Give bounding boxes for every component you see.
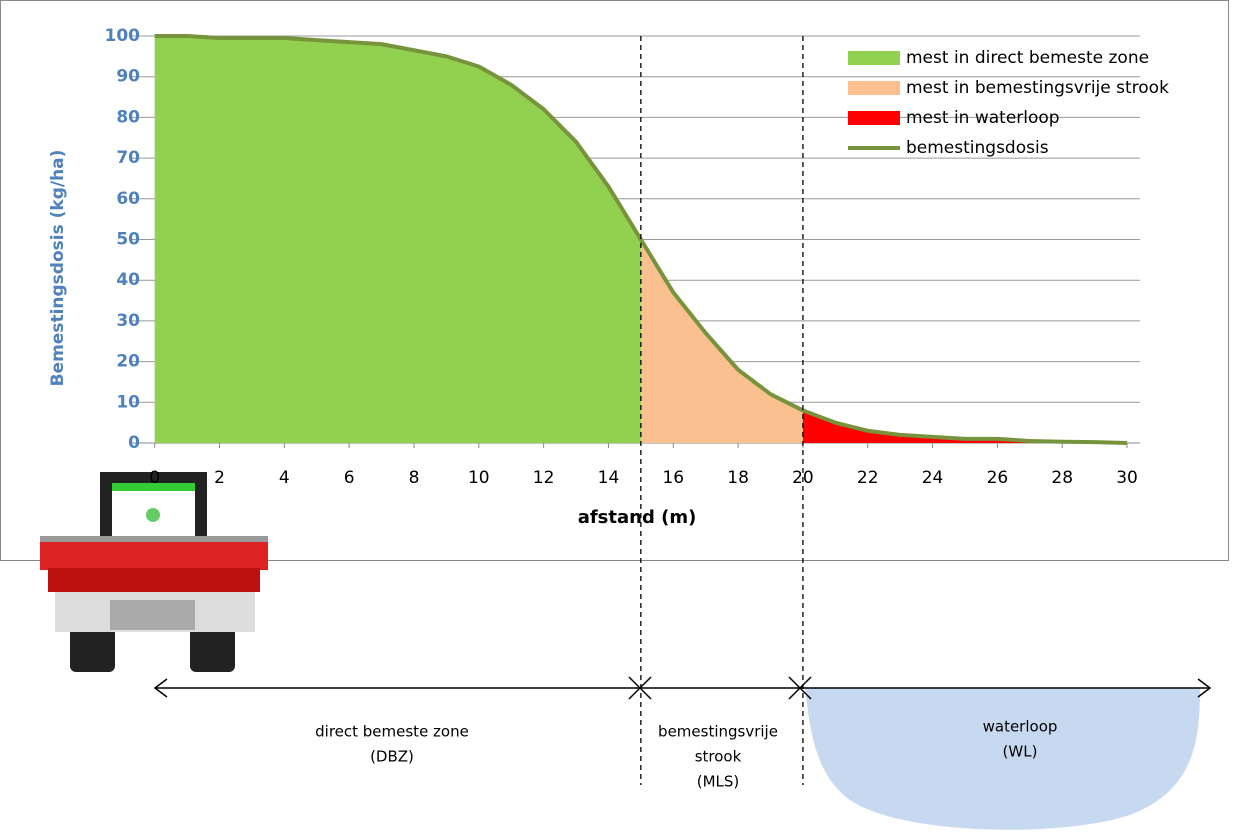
zone-label: (MLS) [697, 773, 740, 791]
x-tick-label: 8 [409, 468, 420, 488]
y-axis-title: Bemestingsdosis (kg/ha) [48, 150, 68, 387]
y-tick-label: 70 [116, 148, 140, 168]
page: Bemestingsdosis (kg/ha) afstand (m) 0 10 2… [0, 0, 1233, 833]
x-tick-label: 14 [598, 468, 620, 488]
x-tick-label: 30 [1116, 468, 1138, 488]
x-tick-label: 12 [533, 468, 555, 488]
y-tick-label: 80 [116, 107, 140, 127]
legend-swatch [848, 111, 900, 125]
y-tick-label: 60 [116, 189, 140, 209]
x-tick-label: 16 [662, 468, 684, 488]
legend-label: mest in bemestingsvrije strook [906, 78, 1169, 98]
legend-swatch [848, 81, 900, 95]
x-tick-label: 26 [987, 468, 1009, 488]
x-tick-label: 0 [149, 468, 160, 488]
x-tick-label: 6 [344, 468, 355, 488]
y-tick-label: 50 [116, 230, 140, 250]
zone-label: direct bemeste zone [315, 723, 469, 741]
y-tick-label: 90 [116, 67, 140, 87]
x-axis-title: afstand (m) [578, 507, 697, 528]
y-tick-label: 20 [116, 352, 140, 372]
x-tick-label: 2 [214, 468, 225, 488]
legend-label: mest in waterloop [906, 108, 1060, 128]
x-tick-label: 18 [727, 468, 749, 488]
x-tick-label: 4 [279, 468, 290, 488]
zone-label: waterloop [983, 718, 1058, 736]
y-tick-label: 40 [116, 270, 140, 290]
legend-label: bemestingsdosis [906, 138, 1049, 158]
zone-label: strook [695, 748, 742, 766]
y-tick-label: 30 [116, 311, 140, 331]
zone-label: bemestingsvrije [658, 723, 778, 741]
zone-label: (DBZ) [370, 748, 414, 766]
legend-swatch [848, 51, 900, 65]
x-tick-label: 22 [857, 468, 879, 488]
legend-label: mest in direct bemeste zone [906, 48, 1149, 68]
x-tick-label: 28 [1051, 468, 1073, 488]
y-tick-label: 0 [128, 433, 140, 453]
y-tick-label: 100 [105, 26, 141, 46]
x-tick-label: 10 [468, 468, 490, 488]
zone-label: (WL) [1003, 743, 1038, 761]
y-tick-label: 10 [116, 392, 140, 412]
x-tick-label: 24 [922, 468, 944, 488]
